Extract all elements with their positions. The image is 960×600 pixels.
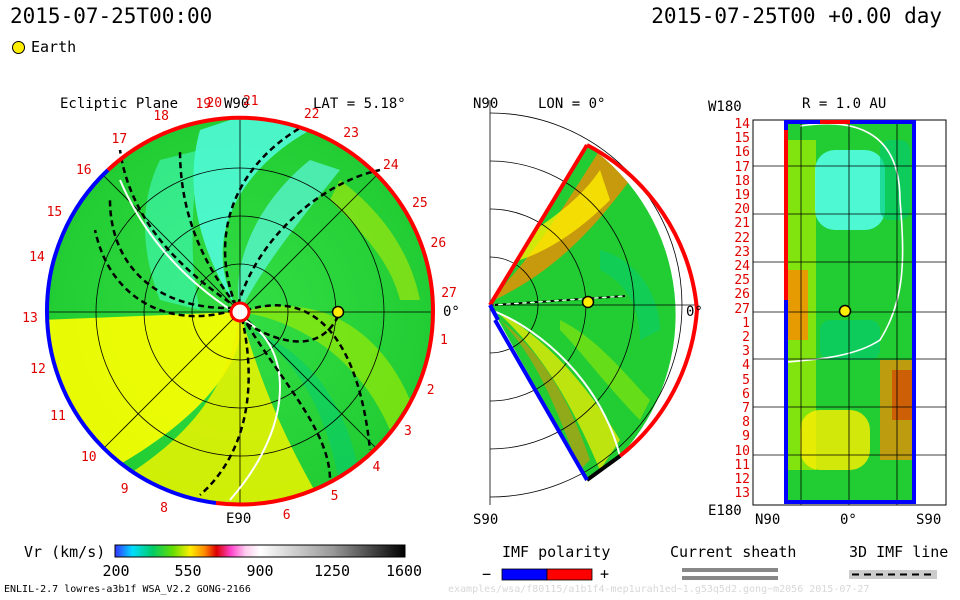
- carrington-label: 8: [160, 501, 168, 517]
- colorbar-tick: 1250: [313, 562, 351, 580]
- shell-row-label: 25: [734, 273, 750, 289]
- shell-row-label: 16: [734, 145, 750, 161]
- shell-row-label: 7: [742, 401, 750, 416]
- carrington-label: 22: [303, 106, 320, 122]
- shell-row-label: 2: [742, 330, 750, 345]
- ecliptic-right-label: 0°: [443, 304, 460, 320]
- carrington-label: 27: [441, 285, 457, 301]
- run-time-title: 2015-07-25T00 +0.00 day: [651, 4, 942, 28]
- meridional-plot: [488, 100, 700, 505]
- carrington-label: 10: [80, 449, 97, 465]
- shell-bottom-left-label: E180: [708, 503, 742, 519]
- ecliptic-title: Ecliptic Plane: [60, 96, 179, 112]
- colorbar-tick: 550: [174, 562, 202, 580]
- imf-positive-swatch: [546, 568, 593, 581]
- shell-row-label: 9: [742, 429, 750, 445]
- carrington-label: 6: [282, 507, 291, 523]
- carrington-label: 17: [111, 131, 128, 147]
- imf-polarity-title: IMF polarity: [502, 543, 611, 561]
- shell-row-label: 10: [734, 443, 750, 459]
- carrington-label: 13: [22, 311, 38, 327]
- timestamp-title: 2015-07-25T00:00: [10, 4, 213, 28]
- carrington-label: 23: [343, 125, 359, 141]
- shell-row-label: 5: [742, 372, 750, 388]
- colorbar: [114, 544, 406, 558]
- shell-row-label: 21: [734, 216, 750, 232]
- imf3d-title: 3D IMF line: [849, 543, 949, 561]
- shell-row-label: 27: [734, 301, 750, 317]
- carrington-label: 12: [30, 361, 46, 377]
- shell-row-label: 8: [742, 415, 750, 431]
- ecliptic-plot: [44, 115, 436, 507]
- shell-row-label: 11: [734, 457, 750, 473]
- shell-row-label: 15: [734, 131, 750, 147]
- carrington-label: 2: [426, 382, 435, 398]
- carrington-label: 14: [29, 249, 45, 265]
- earth-marker-ecliptic: [331, 305, 345, 319]
- shell-row-label: 4: [742, 358, 750, 374]
- carrington-label: 5: [330, 489, 339, 505]
- shell-row-label: 18: [734, 173, 750, 189]
- shell-row-label: 19: [734, 188, 750, 203]
- earth-legend-label: Earth: [31, 38, 77, 56]
- shell-row-label: 24: [734, 259, 750, 274]
- current-sheath-title: Current sheath: [670, 543, 797, 561]
- earth-legend: Earth: [12, 38, 76, 56]
- meridional-top-label: N90: [473, 96, 499, 112]
- carrington-label: 25: [412, 195, 428, 211]
- shell-bottom-zero: 0°: [840, 512, 857, 528]
- shell-row-label: 6: [742, 386, 750, 402]
- shell-plot: [752, 119, 947, 506]
- colorbar-tick: 900: [246, 562, 274, 580]
- earth-marker-icon: [12, 40, 25, 54]
- shell-row-label: 1: [742, 315, 750, 331]
- imf-negative-swatch: [501, 568, 548, 581]
- footer-model: ENLIL-2.7 lowres-a3b1f WSA_V2.2 GONG-216…: [4, 584, 251, 595]
- carrington-label: 4: [372, 460, 381, 476]
- ecliptic-lat-label: LAT = 5.18°: [313, 96, 406, 112]
- shell-row-label: 12: [734, 472, 750, 487]
- imf3d-swatch: [849, 570, 937, 579]
- ecliptic-top-label: W90: [224, 96, 250, 112]
- shell-r-label: R = 1.0 AU: [802, 96, 887, 112]
- carrington-label: 18: [153, 109, 169, 125]
- carrington-label: 24: [383, 158, 399, 174]
- carrington-label: 1: [439, 333, 448, 349]
- imf-minus-label: −: [482, 565, 492, 583]
- shell-row-label: 26: [734, 287, 750, 303]
- colorbar-tick: 1600: [385, 562, 423, 580]
- shell-top-left-label: W180: [708, 99, 742, 115]
- carrington-label: 19: [195, 97, 212, 113]
- colorbar-title: Vr (km/s): [24, 543, 106, 561]
- shell-row-label: 20: [734, 202, 750, 218]
- earth-marker-meridional: [581, 295, 595, 309]
- meridional-right-label: 0°: [686, 304, 703, 320]
- shell-row-label: 14: [734, 117, 750, 132]
- earth-marker-shell: [838, 304, 852, 318]
- carrington-label: 3: [404, 424, 412, 440]
- shell-row-label: 22: [734, 230, 750, 246]
- carrington-label: 11: [50, 409, 66, 424]
- carrington-label: 26: [430, 235, 447, 251]
- shell-row-label: 3: [742, 344, 750, 360]
- carrington-label: 9: [120, 482, 129, 498]
- carrington-label: 16: [75, 163, 92, 179]
- imf-plus-label: +: [600, 565, 610, 583]
- current-sheath-swatch: [682, 568, 778, 580]
- carrington-label: 21: [242, 94, 259, 110]
- carrington-label: 15: [46, 205, 63, 221]
- shell-bottom-n90: N90: [755, 512, 781, 528]
- shell-bottom-s90: S90: [916, 512, 942, 528]
- meridional-bottom-label: S90: [473, 512, 499, 528]
- footer-path: examples/wsa/f80115/a1b1f4-mep1urah1ed~1…: [448, 584, 870, 595]
- ecliptic-bottom-label: E90: [226, 511, 252, 527]
- colorbar-tick: 200: [102, 562, 130, 580]
- meridional-lon-label: LON = 0°: [538, 96, 606, 112]
- carrington-label: 20: [206, 95, 223, 111]
- shell-row-label: 23: [734, 244, 750, 260]
- shell-row-label: 13: [734, 486, 750, 502]
- shell-row-label: 17: [734, 159, 750, 175]
